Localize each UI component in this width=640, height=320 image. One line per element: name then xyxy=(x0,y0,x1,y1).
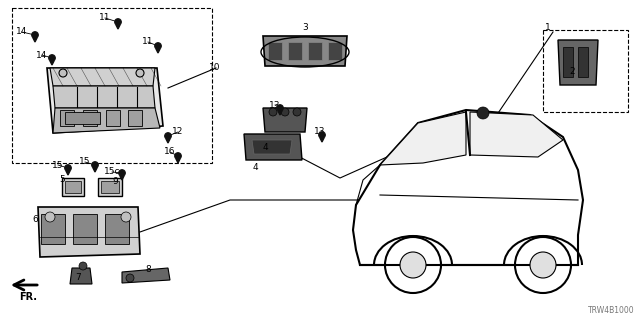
Polygon shape xyxy=(244,134,302,160)
Bar xyxy=(83,110,97,126)
Circle shape xyxy=(293,108,301,116)
Text: 14: 14 xyxy=(36,51,48,60)
Polygon shape xyxy=(93,168,97,172)
Polygon shape xyxy=(38,207,140,257)
Text: 14: 14 xyxy=(16,28,28,36)
Polygon shape xyxy=(278,111,282,115)
Polygon shape xyxy=(122,268,170,283)
Text: 13: 13 xyxy=(269,100,281,109)
Polygon shape xyxy=(263,108,307,132)
Text: 15: 15 xyxy=(52,161,64,170)
Text: TRW4B1000: TRW4B1000 xyxy=(588,306,635,315)
Text: 9: 9 xyxy=(112,178,118,187)
Text: 15: 15 xyxy=(79,157,91,166)
Bar xyxy=(105,214,129,244)
Bar xyxy=(106,110,120,126)
Polygon shape xyxy=(320,138,324,142)
Polygon shape xyxy=(176,159,180,163)
Text: 3: 3 xyxy=(302,23,308,33)
Circle shape xyxy=(515,237,571,293)
Text: 11: 11 xyxy=(142,37,154,46)
Circle shape xyxy=(281,108,289,116)
Bar xyxy=(41,214,65,244)
Text: 11: 11 xyxy=(99,13,111,22)
Bar xyxy=(62,178,84,196)
Bar xyxy=(563,47,573,77)
Circle shape xyxy=(45,212,55,222)
Polygon shape xyxy=(263,36,347,66)
Polygon shape xyxy=(120,176,124,180)
Polygon shape xyxy=(353,110,583,265)
Text: 8: 8 xyxy=(145,266,151,275)
Text: 5: 5 xyxy=(59,175,65,185)
Text: 12: 12 xyxy=(172,127,184,137)
Text: 2: 2 xyxy=(569,68,575,76)
Text: FR.: FR. xyxy=(19,292,37,302)
Circle shape xyxy=(59,69,67,77)
Circle shape xyxy=(79,262,87,270)
Polygon shape xyxy=(53,86,155,108)
Circle shape xyxy=(32,32,38,38)
Text: 7: 7 xyxy=(75,274,81,283)
Polygon shape xyxy=(166,139,170,143)
Circle shape xyxy=(319,132,325,138)
Circle shape xyxy=(400,252,426,278)
Circle shape xyxy=(115,19,121,25)
Text: 4: 4 xyxy=(262,143,268,153)
Circle shape xyxy=(385,237,441,293)
Polygon shape xyxy=(116,25,120,29)
Bar xyxy=(73,214,97,244)
Circle shape xyxy=(165,133,172,139)
Bar xyxy=(101,181,119,193)
Polygon shape xyxy=(66,171,70,175)
Bar xyxy=(578,47,588,77)
Circle shape xyxy=(269,108,277,116)
Bar xyxy=(268,42,282,60)
Polygon shape xyxy=(53,108,160,133)
Bar xyxy=(60,110,74,126)
Polygon shape xyxy=(50,68,155,86)
Circle shape xyxy=(49,55,55,61)
Bar xyxy=(543,30,628,112)
Text: 13: 13 xyxy=(314,127,326,137)
Circle shape xyxy=(155,43,161,49)
Circle shape xyxy=(277,105,283,111)
Text: 1: 1 xyxy=(545,23,551,33)
Text: 16: 16 xyxy=(164,148,176,156)
Bar xyxy=(128,110,142,126)
Text: 4: 4 xyxy=(252,164,258,172)
Circle shape xyxy=(175,153,181,159)
Polygon shape xyxy=(558,40,598,85)
Bar xyxy=(328,42,342,60)
Circle shape xyxy=(477,107,489,119)
Circle shape xyxy=(121,212,131,222)
Polygon shape xyxy=(33,38,37,42)
Bar xyxy=(98,178,122,196)
Polygon shape xyxy=(252,140,292,154)
Polygon shape xyxy=(50,61,54,65)
Polygon shape xyxy=(470,112,563,157)
Polygon shape xyxy=(47,68,163,133)
Bar xyxy=(308,42,322,60)
Bar xyxy=(288,42,302,60)
Text: 15c: 15c xyxy=(104,167,120,177)
Circle shape xyxy=(126,274,134,282)
Polygon shape xyxy=(156,49,160,53)
Bar xyxy=(12,8,212,163)
Circle shape xyxy=(530,252,556,278)
Bar xyxy=(65,112,100,124)
Polygon shape xyxy=(70,268,92,284)
Circle shape xyxy=(136,69,144,77)
Circle shape xyxy=(65,165,71,171)
Circle shape xyxy=(92,162,98,168)
Text: 10: 10 xyxy=(209,63,221,73)
Bar xyxy=(65,181,81,193)
Circle shape xyxy=(119,170,125,176)
Text: 6: 6 xyxy=(32,215,38,225)
Polygon shape xyxy=(380,112,466,165)
